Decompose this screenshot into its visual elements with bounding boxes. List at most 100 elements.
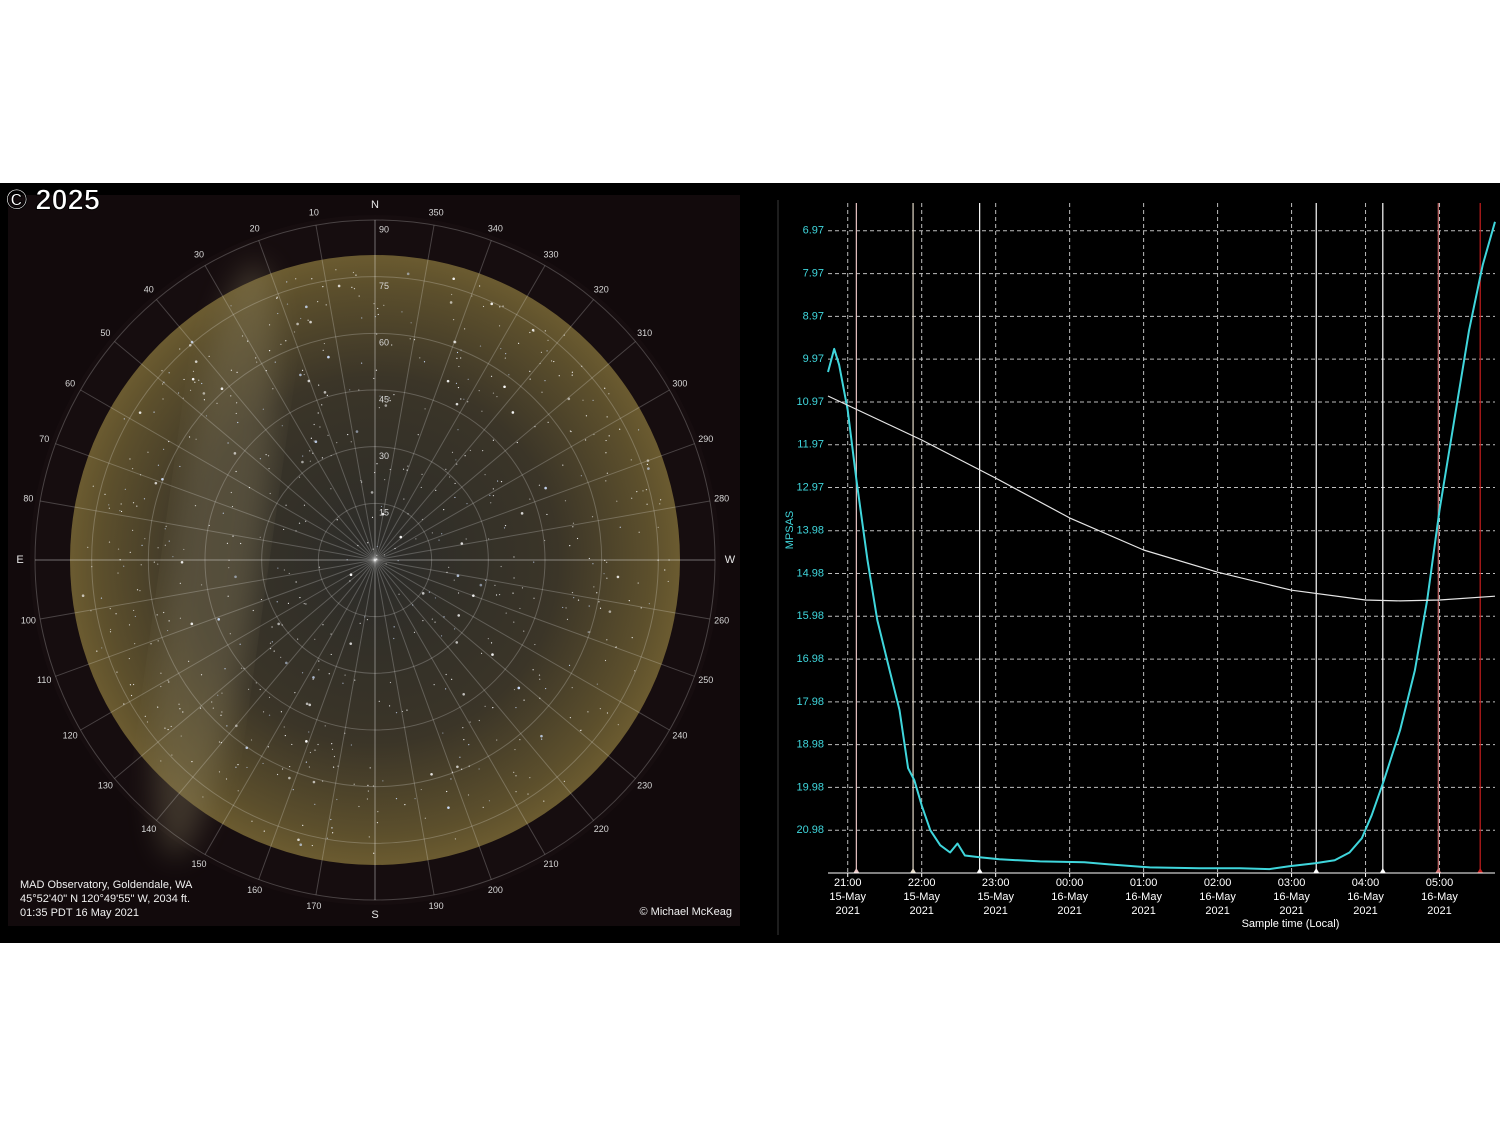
star xyxy=(161,370,163,372)
sky-map: 15 30 45 60 75 90 10 20 30 40 50 60 70 80 100 110 120 130… xyxy=(16,199,735,921)
star xyxy=(299,373,302,377)
star xyxy=(407,465,409,467)
star xyxy=(606,712,609,714)
star xyxy=(317,412,319,414)
star xyxy=(657,526,659,528)
azimuth-line xyxy=(114,559,376,779)
star xyxy=(277,567,279,569)
star xyxy=(598,601,600,603)
star xyxy=(608,435,610,437)
star xyxy=(132,683,135,686)
star xyxy=(446,571,448,573)
star xyxy=(637,582,639,584)
x-tick-label: 2021 xyxy=(1205,905,1229,917)
star xyxy=(96,650,98,652)
star xyxy=(91,566,93,568)
star xyxy=(368,836,370,838)
x-tick-label: 02:00 xyxy=(1204,877,1232,889)
star xyxy=(182,397,184,399)
azimuth-line xyxy=(204,559,376,855)
star xyxy=(519,607,521,610)
star xyxy=(413,631,416,633)
star xyxy=(585,415,588,417)
star xyxy=(295,530,297,532)
star xyxy=(247,340,249,342)
star xyxy=(153,561,155,563)
azimuth-line xyxy=(156,299,376,561)
star xyxy=(500,347,502,350)
altitude-ring xyxy=(147,332,603,788)
star xyxy=(265,370,267,372)
star xyxy=(216,402,218,405)
star xyxy=(648,603,650,605)
star xyxy=(406,709,408,711)
star xyxy=(541,738,543,740)
star xyxy=(389,468,391,471)
star xyxy=(608,610,612,613)
star xyxy=(587,631,589,633)
star xyxy=(599,708,601,710)
star xyxy=(389,400,391,402)
star xyxy=(317,301,319,303)
star xyxy=(172,556,174,558)
azimuth-label: 350 xyxy=(429,208,444,218)
star xyxy=(237,764,239,766)
star xyxy=(513,621,515,623)
star xyxy=(376,554,378,556)
star xyxy=(344,732,346,734)
y-tick-label: 10.97 xyxy=(796,396,824,408)
altitude-ring xyxy=(317,502,433,618)
star xyxy=(177,392,180,394)
star xyxy=(481,410,483,412)
star xyxy=(378,407,380,409)
star xyxy=(144,538,146,540)
star xyxy=(109,628,112,631)
star xyxy=(373,303,375,305)
star xyxy=(420,788,422,791)
star xyxy=(457,429,459,431)
star xyxy=(358,389,360,391)
star xyxy=(205,415,208,417)
azimuth-line xyxy=(374,559,594,821)
star xyxy=(451,451,454,453)
star xyxy=(332,832,334,834)
star xyxy=(309,320,312,324)
star xyxy=(163,611,165,614)
star xyxy=(454,838,457,840)
azimuth-line xyxy=(40,559,376,620)
star xyxy=(465,538,467,540)
star xyxy=(313,423,315,426)
y-tick-label: 12.97 xyxy=(796,481,824,493)
star xyxy=(446,790,448,793)
star xyxy=(461,768,463,770)
star xyxy=(336,798,338,801)
altitude-label: 15 xyxy=(379,508,389,518)
azimuth-line xyxy=(374,559,435,895)
star xyxy=(237,790,239,792)
azimuth-line xyxy=(374,559,670,731)
azimuth-label: 250 xyxy=(698,675,713,685)
star xyxy=(406,469,408,471)
star xyxy=(541,391,543,393)
star xyxy=(157,563,159,565)
star xyxy=(178,703,180,705)
star xyxy=(571,591,574,594)
star xyxy=(168,620,170,622)
azimuth-label: 320 xyxy=(594,285,609,295)
star xyxy=(478,768,480,770)
star xyxy=(401,311,403,313)
star xyxy=(331,748,334,750)
x-tick-label: 2021 xyxy=(983,905,1007,917)
star xyxy=(332,766,335,768)
star xyxy=(139,590,141,592)
star xyxy=(406,272,410,276)
star xyxy=(646,503,648,505)
star xyxy=(303,504,306,506)
star xyxy=(180,735,182,737)
star xyxy=(464,328,466,330)
star xyxy=(529,498,531,500)
star xyxy=(463,739,465,741)
star xyxy=(636,491,638,493)
star xyxy=(373,377,375,380)
